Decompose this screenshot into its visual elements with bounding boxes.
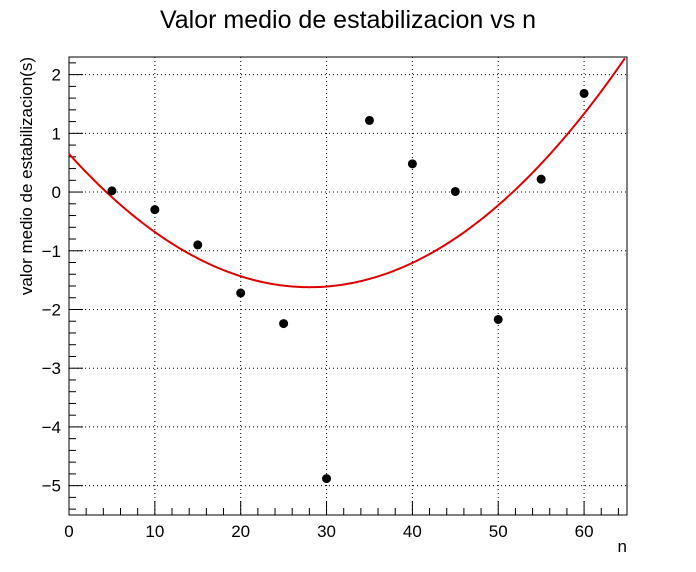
x-tick-label: 60 (575, 522, 594, 541)
x-axis-label: n (618, 537, 627, 556)
y-tick-label: −5 (42, 477, 61, 496)
x-tick-label: 10 (145, 522, 164, 541)
data-point (107, 186, 117, 196)
data-point (536, 174, 546, 184)
x-tick-label: 20 (231, 522, 250, 541)
fit-curve (68, 57, 626, 289)
data-point (407, 159, 417, 169)
x-tick-label: 50 (489, 522, 508, 541)
x-tick-label: 0 (64, 522, 73, 541)
plot-frame (68, 56, 628, 516)
grid-lines (69, 57, 627, 515)
data-point (450, 186, 460, 196)
y-tick-label: 2 (52, 66, 61, 85)
data-point (493, 314, 503, 324)
data-point (322, 474, 332, 484)
y-axis-label: valor medio de estabilizacion(s) (17, 57, 36, 295)
tick-labels: 0 10 20 30 40 50 60 −5 −4 −3 −2 −1 0 1 2 (42, 66, 594, 541)
data-points (107, 88, 589, 484)
data-point (236, 288, 246, 298)
data-point (279, 319, 289, 329)
chart-title: Valor medio de estabilizacion vs n (160, 6, 536, 34)
y-tick-label: −1 (42, 242, 61, 261)
y-tick-label: −4 (42, 418, 61, 437)
data-point (364, 115, 374, 125)
data-point (150, 205, 160, 215)
y-tick-label: 0 (52, 183, 61, 202)
y-tick-label: 1 (52, 124, 61, 143)
x-tick-label: 40 (403, 522, 422, 541)
y-tick-label: −3 (42, 359, 61, 378)
y-tick-label: −2 (42, 300, 61, 319)
axis-ticks (68, 62, 619, 515)
data-point (193, 240, 203, 250)
x-tick-label: 30 (317, 522, 336, 541)
data-point (579, 88, 589, 98)
